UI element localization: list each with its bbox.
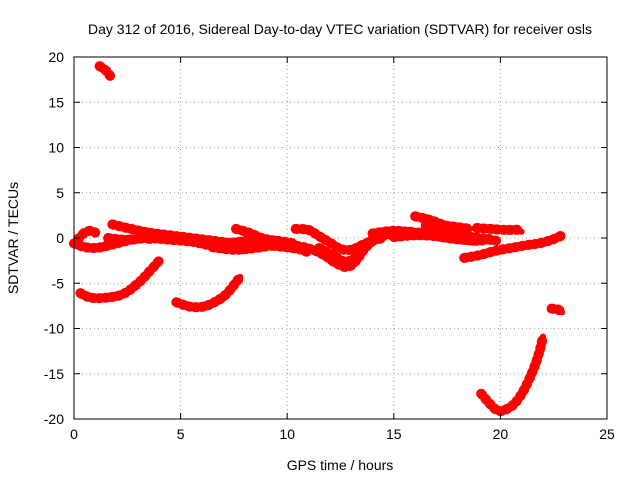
chart-title: Day 312 of 2016, Sidereal Day-to-day VTE… [88,21,592,37]
x-tick-label: 0 [70,426,78,442]
series-markers-track-3 [171,271,246,313]
axis-ticks: 0 5 10 15 20 25 -20 -15 -10 -5 0 5 10 15 20 [44,49,615,442]
series-markers-track-5 [73,225,101,244]
series-track-18 [471,223,527,237]
series-markers-track-1 [94,61,116,81]
series-track-21 [476,331,548,417]
y-tick-label: 20 [48,49,64,65]
series-markers-track-21 [476,331,548,417]
series-markers-track-15 [410,211,476,234]
series-track-15 [410,211,476,234]
x-tick-label: 15 [386,426,402,442]
y-axis-label: SDTVAR / TECUs [5,182,21,294]
y-tick-label: -20 [44,411,64,427]
data-series [69,61,568,417]
series-track-12 [290,223,389,256]
series-track-2 [75,255,165,304]
y-tick-label: 0 [56,230,64,246]
y-tick-label: -15 [44,366,64,382]
series-markers-track-20 [546,303,568,318]
series-track-20 [546,303,568,318]
series-track-11 [231,223,280,246]
y-tick-label: 15 [48,94,64,110]
series-markers-track-19 [459,230,568,263]
x-axis-label: GPS time / hours [287,457,394,473]
series-track-1 [94,61,116,81]
x-tick-label: 25 [599,426,615,442]
series-track-19 [459,230,568,263]
y-tick-label: 5 [56,185,64,201]
y-tick-label: -10 [44,321,64,337]
series-markers-track-2 [75,255,165,304]
series-markers-track-11 [231,223,280,246]
x-tick-label: 20 [493,426,509,442]
series-markers-track-12 [290,223,389,256]
x-tick-label: 5 [177,426,185,442]
y-tick-label: -5 [52,275,65,291]
x-tick-label: 10 [279,426,295,442]
series-markers-track-17 [425,229,495,246]
series-track-17 [425,229,495,246]
y-tick-label: 10 [48,140,64,156]
series-markers-track-18 [471,223,527,237]
series-track-3 [171,271,246,313]
series-track-5 [73,225,101,244]
